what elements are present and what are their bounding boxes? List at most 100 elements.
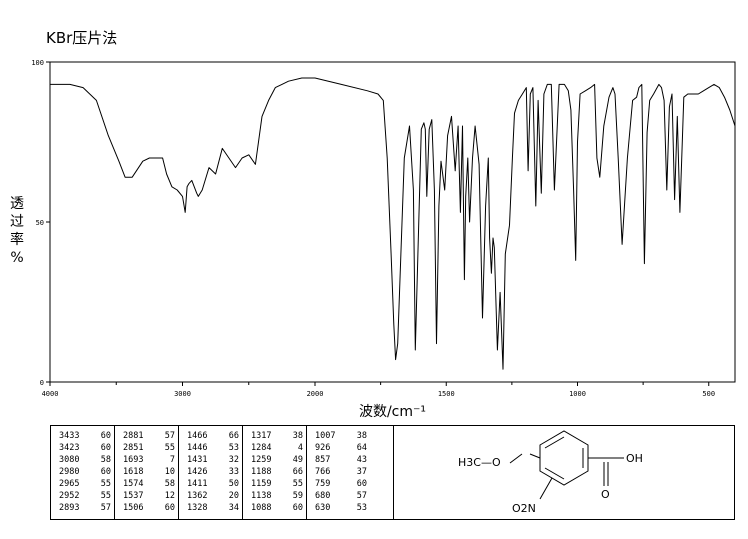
peak-wavenumber: 2952	[59, 491, 80, 501]
peak-wavenumber: 1537	[123, 491, 144, 501]
peak-wavenumber: 630	[315, 503, 331, 513]
peak-transmittance: 58	[100, 455, 111, 465]
peak-row: 766 37	[315, 466, 367, 478]
peak-wavenumber: 3423	[59, 443, 80, 453]
peak-row: 926 64	[315, 442, 367, 454]
peak-transmittance: 38	[292, 431, 303, 441]
x-tick-label: 2000	[307, 390, 324, 398]
peak-wavenumber: 1466	[187, 431, 208, 441]
peak-wavenumber: 1007	[315, 431, 336, 441]
peak-wavenumber: 2893	[59, 503, 80, 513]
peak-row: 2881 57	[123, 430, 175, 442]
peak-transmittance: 55	[100, 491, 111, 501]
peak-column: 1466 66 1446 53 1431 32 1426 33 1411 50 1362 20 1328…	[179, 426, 243, 519]
peak-transmittance: 60	[164, 503, 175, 513]
peak-transmittance: 64	[356, 443, 367, 453]
peak-transmittance: 66	[292, 467, 303, 477]
peak-row: 1537 12	[123, 490, 175, 502]
peak-transmittance: 33	[228, 467, 239, 477]
x-tick-label: 4000	[42, 390, 59, 398]
peak-wavenumber: 1088	[251, 503, 272, 513]
x-tick-label: 500	[702, 390, 715, 398]
peak-transmittance: 32	[228, 455, 239, 465]
peak-wavenumber: 926	[315, 443, 331, 453]
peak-row: 1284 4	[251, 442, 303, 454]
peak-wavenumber: 1446	[187, 443, 208, 453]
peak-wavenumber: 3080	[59, 455, 80, 465]
peak-row: 1088 60	[251, 502, 303, 514]
structure-panel: H3C—O O2N OH O	[392, 425, 735, 520]
peak-transmittance: 60	[100, 443, 111, 453]
peak-row: 1259 49	[251, 454, 303, 466]
peak-row: 759 60	[315, 478, 367, 490]
peak-row: 1362 20	[187, 490, 239, 502]
y-tick-label: 100	[31, 59, 44, 67]
peak-transmittance: 60	[100, 467, 111, 477]
peak-row: 2851 55	[123, 442, 175, 454]
peak-wavenumber: 2965	[59, 479, 80, 489]
peak-transmittance: 49	[292, 455, 303, 465]
peak-row: 1411 50	[187, 478, 239, 490]
peak-row: 3080 58	[59, 454, 111, 466]
peak-row: 1466 66	[187, 430, 239, 442]
x-tick-label: 3000	[174, 390, 191, 398]
carbonyl-oxygen-label: O	[601, 488, 610, 501]
peak-row: 3433 60	[59, 430, 111, 442]
peak-row: 1159 55	[251, 478, 303, 490]
peak-transmittance: 60	[292, 503, 303, 513]
peak-row: 1618 10	[123, 466, 175, 478]
peak-wavenumber: 3433	[59, 431, 80, 441]
peak-wavenumber: 1431	[187, 455, 208, 465]
peak-transmittance: 57	[356, 491, 367, 501]
peak-wavenumber: 2980	[59, 467, 80, 477]
peak-wavenumber: 1317	[251, 431, 272, 441]
peak-row: 1426 33	[187, 466, 239, 478]
peak-wavenumber: 1618	[123, 467, 144, 477]
plot-frame	[49, 61, 736, 383]
y-tick-label: 0	[40, 379, 44, 387]
peak-row: 680 57	[315, 490, 367, 502]
peak-transmittance: 43	[356, 455, 367, 465]
peak-transmittance: 37	[356, 467, 367, 477]
peak-row: 1506 60	[123, 502, 175, 514]
peak-column: 2881 57 2851 55 1693 7 1618 10 1574 58 1537 12 1506 6…	[115, 426, 179, 519]
peak-transmittance: 66	[228, 431, 239, 441]
y-axis-label-char: 透	[10, 196, 24, 212]
peak-transmittance: 12	[164, 491, 175, 501]
benzene-ring	[539, 430, 589, 486]
peak-row: 1693 7	[123, 454, 175, 466]
peak-transmittance: 38	[356, 431, 367, 441]
x-tick-label: 1500	[438, 390, 455, 398]
ir-spectrum-chart: 4000 3000 2000 1500 1000 500 0 50 100 波数/cm⁻¹	[31, 59, 736, 420]
peak-wavenumber: 680	[315, 491, 331, 501]
peak-row: 630 53	[315, 502, 367, 514]
peak-transmittance: 57	[164, 431, 175, 441]
peak-row: 1317 38	[251, 430, 303, 442]
peak-wavenumber: 1284	[251, 443, 272, 453]
peak-transmittance: 55	[164, 443, 175, 453]
hydroxyl-label: OH	[626, 452, 643, 465]
peak-row: 3423 60	[59, 442, 111, 454]
peak-row: 1138 59	[251, 490, 303, 502]
peak-row: 1328 34	[187, 502, 239, 514]
peak-column: 3433 60 3423 60 3080 58 2980 60 2965 55 2952 55 2893…	[51, 426, 115, 519]
y-axis-label-char: %	[10, 250, 24, 266]
y-axis-label: 透 过 率 %	[8, 195, 26, 267]
x-tick-label: 1000	[569, 390, 586, 398]
peak-transmittance: 59	[292, 491, 303, 501]
peak-transmittance: 53	[356, 503, 367, 513]
peak-wavenumber: 1362	[187, 491, 208, 501]
peak-transmittance: 55	[100, 479, 111, 489]
peak-transmittance: 10	[164, 467, 175, 477]
peak-row: 2952 55	[59, 490, 111, 502]
peak-wavenumber: 1411	[187, 479, 208, 489]
peak-transmittance: 58	[164, 479, 175, 489]
peak-wavenumber: 2851	[123, 443, 144, 453]
peak-wavenumber: 1138	[251, 491, 272, 501]
peak-row: 1446 53	[187, 442, 239, 454]
peak-row: 2893 57	[59, 502, 111, 514]
transmittance-line	[50, 77, 736, 370]
peak-wavenumber: 857	[315, 455, 331, 465]
peak-row: 2965 55	[59, 478, 111, 490]
nitro-label: O2N	[512, 502, 536, 515]
